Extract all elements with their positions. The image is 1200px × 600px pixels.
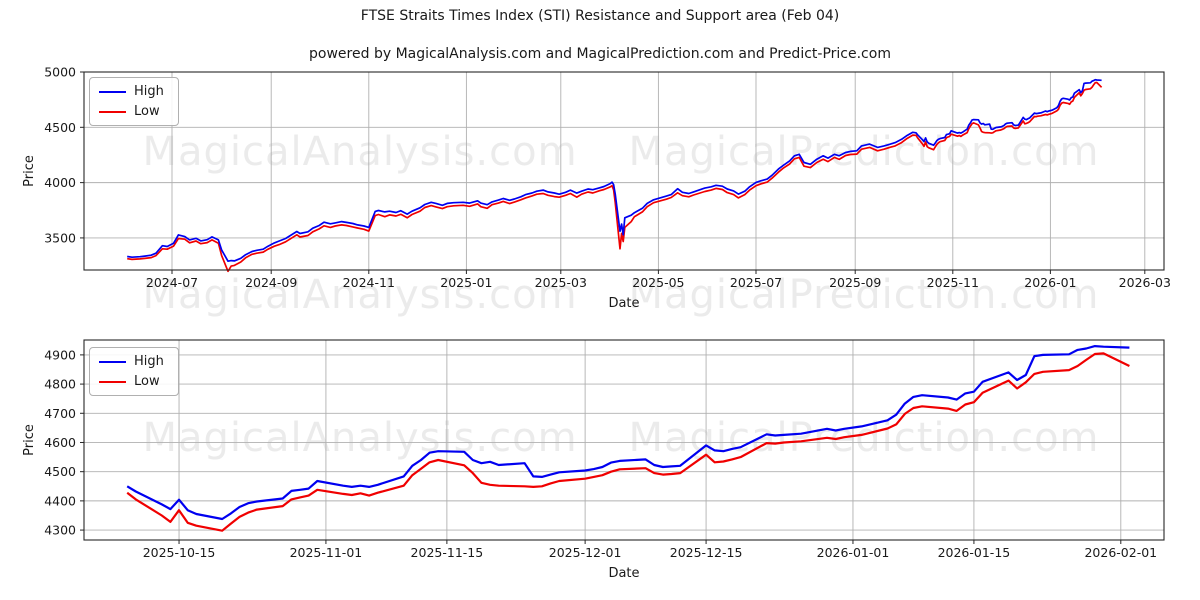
- watermark-prediction: MagicalPrediction.com: [628, 129, 1100, 175]
- legend-zoom-chart: High Low: [89, 347, 179, 396]
- legend-label-high: High: [134, 354, 164, 369]
- x-tick-label: 2025-10-15: [143, 545, 216, 560]
- high-series-line: [127, 78, 1102, 263]
- x-tick-label: 2025-12-01: [549, 545, 622, 560]
- y-tick-label: 4400: [44, 493, 76, 508]
- x-tick-label: 2025-11-15: [411, 545, 484, 560]
- legend-label-high: High: [134, 84, 164, 99]
- x-tick-label: 2026-01-15: [938, 545, 1011, 560]
- x-axis-label-main: Date: [608, 296, 640, 311]
- y-tick-label: 4800: [44, 377, 76, 392]
- y-tick-label: 4900: [44, 347, 76, 362]
- x-tick-label: 2025-11-01: [290, 545, 363, 560]
- legend-label-low: Low: [134, 374, 160, 389]
- high-line-swatch: [99, 90, 126, 93]
- legend-entry-high: High: [99, 354, 164, 369]
- legend-entry-high: High: [99, 84, 164, 99]
- figure-title: FTSE Straits Times Index (STI) Resistanc…: [360, 8, 840, 24]
- x-tick-label: 2025-11: [927, 275, 979, 290]
- x-tick-label: 2026-03: [1119, 275, 1171, 290]
- x-tick-label: 2025-12-15: [670, 545, 743, 560]
- x-tick-label: 2025-07: [730, 275, 782, 290]
- tick-labels: 2024-07 2024-09 2024-11 2025-01 2025-03 2025-…: [44, 65, 1171, 291]
- x-tick-label: 2026-01: [1024, 275, 1076, 290]
- y-tick-label: 4600: [44, 435, 76, 450]
- x-tick-label: 2025-05: [632, 275, 684, 290]
- x-axis-label-zoom: Date: [608, 566, 640, 581]
- watermark-analysis: MagicalAnalysis.com: [142, 272, 578, 318]
- axes-frame: [83, 339, 1165, 541]
- y-tick-label: 4300: [44, 523, 76, 538]
- y-axis-label-zoom: Price: [22, 424, 37, 456]
- high-line-swatch: [99, 360, 126, 363]
- y-tick-label: 3500: [44, 230, 76, 245]
- y-tick-label: 5000: [44, 65, 76, 80]
- x-tick-label: 2026-02-01: [1084, 545, 1157, 560]
- zoom-chart: 2025-10-15 2025-11-01 2025-11-15 2025-12-01…: [44, 339, 1165, 560]
- watermark-prediction: MagicalPrediction.com: [628, 415, 1100, 461]
- legend-main-chart: High Low: [89, 77, 179, 126]
- watermark-analysis: MagicalAnalysis.com: [142, 415, 578, 461]
- x-tick-label: 2025-09: [829, 275, 881, 290]
- watermark-analysis: MagicalAnalysis.com: [142, 129, 578, 175]
- low-series-line: [126, 352, 1130, 532]
- x-tick-label: 2024-09: [245, 275, 297, 290]
- x-tick-label: 2025-03: [535, 275, 587, 290]
- high-series-line: [126, 345, 1130, 521]
- legend-entry-low: Low: [99, 104, 164, 119]
- y-tick-label: 4700: [44, 406, 76, 421]
- axes-frame: [83, 71, 1165, 271]
- tick-labels: 2025-10-15 2025-11-01 2025-11-15 2025-12-01…: [44, 347, 1157, 560]
- x-tick-label: 2025-01: [440, 275, 492, 290]
- low-line-swatch: [99, 110, 126, 113]
- y-tick-label: 4000: [44, 175, 76, 190]
- x-tick-label: 2024-07: [146, 275, 198, 290]
- legend-entry-low: Low: [99, 374, 164, 389]
- y-axis-label-main: Price: [22, 155, 37, 187]
- gridlines: [84, 340, 1164, 540]
- y-tick-label: 4500: [44, 464, 76, 479]
- legend-label-low: Low: [134, 104, 160, 119]
- figure-subtitle: powered by MagicalAnalysis.com and Magic…: [309, 46, 891, 62]
- low-series-line: [127, 81, 1103, 273]
- x-tick-label: 2026-01-01: [817, 545, 890, 560]
- low-line-swatch: [99, 380, 126, 383]
- y-tick-label: 4500: [44, 120, 76, 135]
- x-tick-label: 2024-11: [343, 275, 395, 290]
- watermark-prediction: MagicalPrediction.com: [628, 272, 1100, 318]
- main-chart: 2024-07 2024-09 2024-11 2025-01 2025-03 2025-…: [44, 65, 1171, 291]
